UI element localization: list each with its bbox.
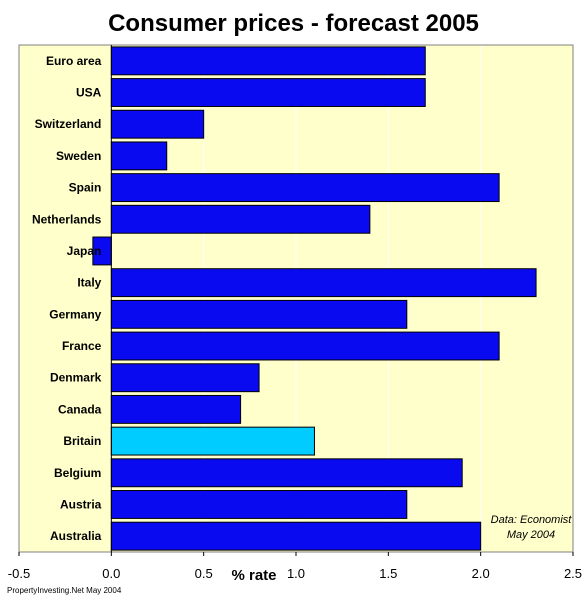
category-label: Australia xyxy=(50,529,102,543)
source-date: May 2004 xyxy=(507,529,555,541)
x-tick-label: -0.5 xyxy=(8,566,30,581)
category-labels: Euro area USA Switzerland Sweden Spain Nether… xyxy=(32,54,102,543)
bar-denmark xyxy=(110,363,260,393)
bar-sweden xyxy=(110,141,168,171)
category-label: Britain xyxy=(63,434,101,448)
bar-germany xyxy=(110,299,408,329)
bar-canada xyxy=(110,394,242,424)
x-axis-title: % rate xyxy=(231,567,276,584)
category-label: France xyxy=(62,339,102,353)
bar-euro-area xyxy=(110,46,426,76)
bar-netherlands xyxy=(110,204,371,234)
bar-belgium xyxy=(110,458,463,488)
bar-switzerland xyxy=(110,109,205,139)
x-tick-label: 2.5 xyxy=(564,566,582,581)
bar-spain xyxy=(110,173,500,203)
x-tick-label: 0.5 xyxy=(195,566,213,581)
bar-france xyxy=(110,331,500,361)
x-tick-label: 1.0 xyxy=(287,566,305,581)
source-note: Data: Economist xyxy=(491,514,573,526)
category-label: Austria xyxy=(60,497,102,511)
category-label: USA xyxy=(76,86,102,100)
x-tick-label: 1.5 xyxy=(379,566,397,581)
bar-usa xyxy=(110,78,426,107)
x-tick-label: 0.0 xyxy=(102,566,120,581)
bar-austria xyxy=(110,490,408,519)
category-label: Japan xyxy=(67,244,102,258)
chart-title: Consumer prices - forecast 2005 xyxy=(108,10,479,37)
category-label: Denmark xyxy=(50,371,102,385)
category-label: Germany xyxy=(49,307,101,321)
x-tick-label: 2.0 xyxy=(472,566,490,581)
category-label: Spain xyxy=(69,181,102,195)
category-label: Italy xyxy=(77,276,101,290)
category-label: Canada xyxy=(58,402,102,416)
bar-britain xyxy=(110,426,315,456)
footer-credit: PropertyInvesting.Net May 2004 xyxy=(7,586,122,595)
x-tick-labels: -0.5 0.0 0.5 1.0 1.5 2.0 2.5 xyxy=(8,552,582,581)
category-label: Switzerland xyxy=(35,117,102,131)
category-label: Netherlands xyxy=(32,212,102,226)
category-label: Belgium xyxy=(54,466,101,480)
category-label: Sweden xyxy=(56,149,101,163)
bars xyxy=(92,45,537,552)
bar-italy xyxy=(110,268,537,298)
category-label: Euro area xyxy=(46,54,102,68)
bar-australia xyxy=(110,521,482,551)
